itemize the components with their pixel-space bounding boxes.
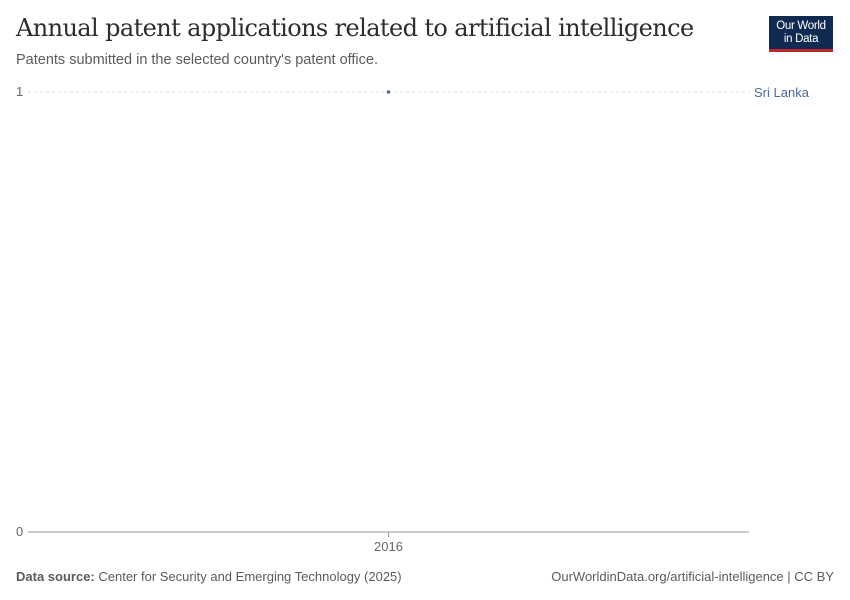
y-tick-label: 1 <box>16 84 23 99</box>
chart-title: Annual patent applications related to ar… <box>16 14 694 42</box>
logo-line1: Our World <box>776 20 826 32</box>
logo-line2: in Data <box>783 33 819 45</box>
data-point <box>386 90 391 94</box>
x-tick-label: 2016 <box>374 539 403 554</box>
owid-logo[interactable]: Our World in Data <box>769 16 833 52</box>
footer-url[interactable]: OurWorldinData.org/artificial-intelligen… <box>551 569 834 584</box>
source-text[interactable]: Center for Security and Emerging Technol… <box>94 569 402 584</box>
chart-subtitle: Patents submitted in the selected countr… <box>16 52 378 68</box>
y-tick-label: 0 <box>16 524 23 539</box>
source-label: Data source: <box>16 569 95 584</box>
series-label: Sri Lanka <box>754 85 810 100</box>
data-source: Data source: Center for Security and Eme… <box>16 569 402 584</box>
